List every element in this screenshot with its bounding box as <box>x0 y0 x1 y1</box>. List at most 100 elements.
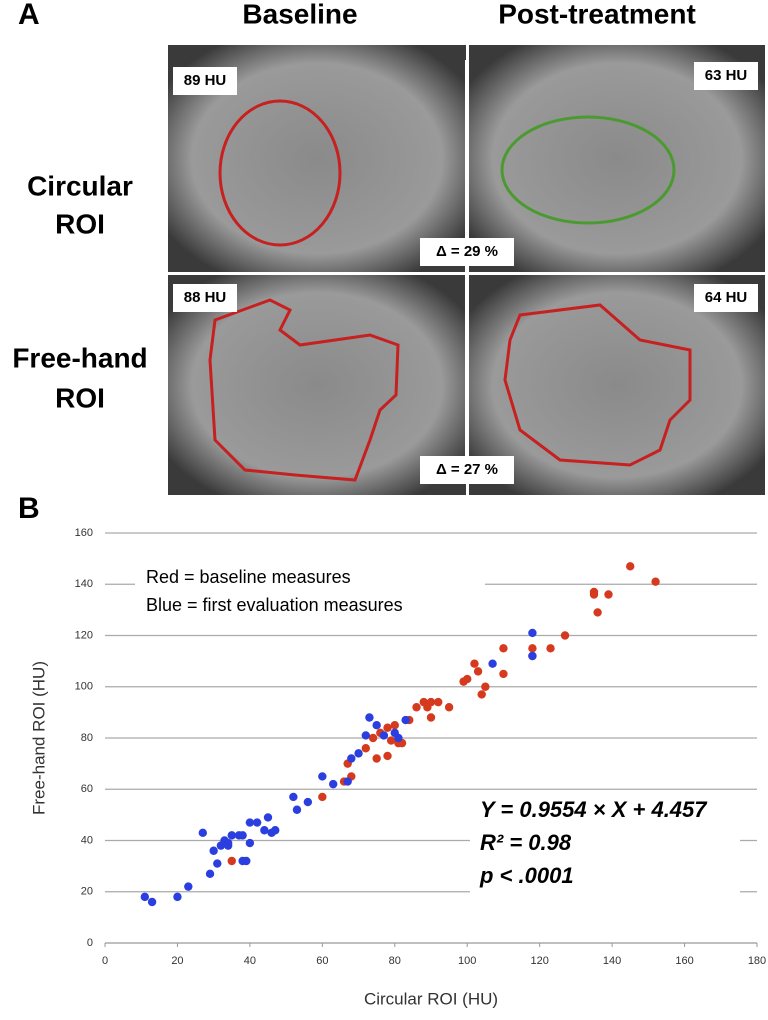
delta-label: Δ = 29 % <box>436 243 498 260</box>
point <box>292 805 302 814</box>
point <box>463 674 472 684</box>
hu-label: 88 HU <box>184 289 227 306</box>
y-tick-label: 80 <box>81 732 93 744</box>
point <box>365 713 374 722</box>
point <box>426 697 436 707</box>
point <box>289 792 298 802</box>
point <box>426 713 436 722</box>
point <box>604 590 613 599</box>
roi-circle <box>500 115 676 225</box>
roi-circle <box>218 99 342 247</box>
x-tick-label: 0 <box>102 955 108 967</box>
annotation-background <box>470 790 740 900</box>
point <box>412 703 421 712</box>
point <box>343 777 352 786</box>
roi-freehand <box>208 298 400 482</box>
x-tick-label: 100 <box>458 955 476 967</box>
y-tick-label: 100 <box>75 681 93 693</box>
point <box>347 754 356 763</box>
point <box>481 682 490 691</box>
point <box>390 720 399 730</box>
hu-box <box>694 284 758 312</box>
point <box>361 744 370 753</box>
point <box>271 826 280 835</box>
point <box>213 859 222 868</box>
x-tick-label: 20 <box>171 955 183 967</box>
point <box>383 751 392 761</box>
roi-freehand <box>503 303 692 467</box>
legend-entry: Red = baseline measures <box>146 567 351 587</box>
point <box>227 831 236 840</box>
point <box>528 651 537 661</box>
point <box>528 628 537 638</box>
point <box>546 644 555 653</box>
point <box>329 779 338 789</box>
row-header: ROI <box>55 208 105 239</box>
point <box>260 826 269 835</box>
point <box>394 733 403 743</box>
point <box>223 838 233 848</box>
point <box>209 846 218 855</box>
point <box>361 731 370 740</box>
panel-label: A <box>18 0 40 31</box>
hu-box <box>173 284 237 312</box>
delta-box <box>420 456 514 484</box>
x-tick-label: 80 <box>389 955 401 967</box>
y-tick-label: 20 <box>81 886 93 898</box>
x-tick-label: 40 <box>244 955 256 967</box>
point <box>488 659 497 668</box>
y-tick-label: 40 <box>81 834 93 846</box>
point <box>593 608 602 617</box>
plot: 0 20 40 60 80 100 120 140 160 0 20 40 60 80 100 120 140 1… <box>75 527 767 967</box>
point <box>626 562 635 571</box>
point <box>383 723 392 732</box>
row-header: ROI <box>55 382 105 413</box>
hu-label: 89 HU <box>184 72 227 89</box>
y-tick-label: 0 <box>87 937 93 949</box>
legend-entry: Blue = first evaluation measures <box>146 595 403 615</box>
point <box>589 590 599 599</box>
point <box>198 828 207 838</box>
point <box>184 882 193 891</box>
legend-background <box>135 560 485 622</box>
column-header: Baseline <box>242 0 357 29</box>
point <box>470 659 479 668</box>
point <box>434 697 443 707</box>
x-tick-label: 60 <box>316 955 328 967</box>
point <box>401 715 410 725</box>
point <box>651 577 660 586</box>
point <box>354 749 363 758</box>
x-axis-label: Circular ROI (HU) <box>364 989 498 1008</box>
y-tick-label: 120 <box>75 629 93 641</box>
hu-label: 63 HU <box>705 67 748 84</box>
point <box>499 644 508 653</box>
point <box>473 667 483 676</box>
point <box>379 731 389 740</box>
annotation: R² = 0.98 <box>480 830 572 855</box>
hu-box <box>694 62 758 90</box>
x-tick-label: 140 <box>603 955 621 967</box>
point <box>386 736 396 745</box>
ct-images <box>168 45 765 495</box>
point <box>318 792 327 802</box>
point <box>372 754 381 763</box>
point <box>147 897 157 907</box>
y-tick-label: 140 <box>75 578 93 590</box>
annotation: p < .0001 <box>479 863 574 888</box>
y-tick-label: 60 <box>81 783 93 795</box>
point <box>227 856 236 866</box>
point <box>205 869 215 879</box>
column-header: Post-treatment <box>498 0 696 29</box>
x-tick-label: 120 <box>530 955 548 967</box>
y-axis-label: Free-hand ROI (HU) <box>29 661 48 815</box>
point <box>318 772 327 781</box>
panel-label: B <box>18 492 40 525</box>
annotation: Y = 0.9554 × X + 4.457 <box>480 797 708 822</box>
hu-label: 64 HU <box>705 289 748 306</box>
point <box>560 631 570 640</box>
point <box>444 703 454 712</box>
point <box>140 892 150 902</box>
row-header: Circular <box>27 170 133 201</box>
point <box>252 818 262 827</box>
delta-label: Δ = 27 % <box>436 461 498 478</box>
